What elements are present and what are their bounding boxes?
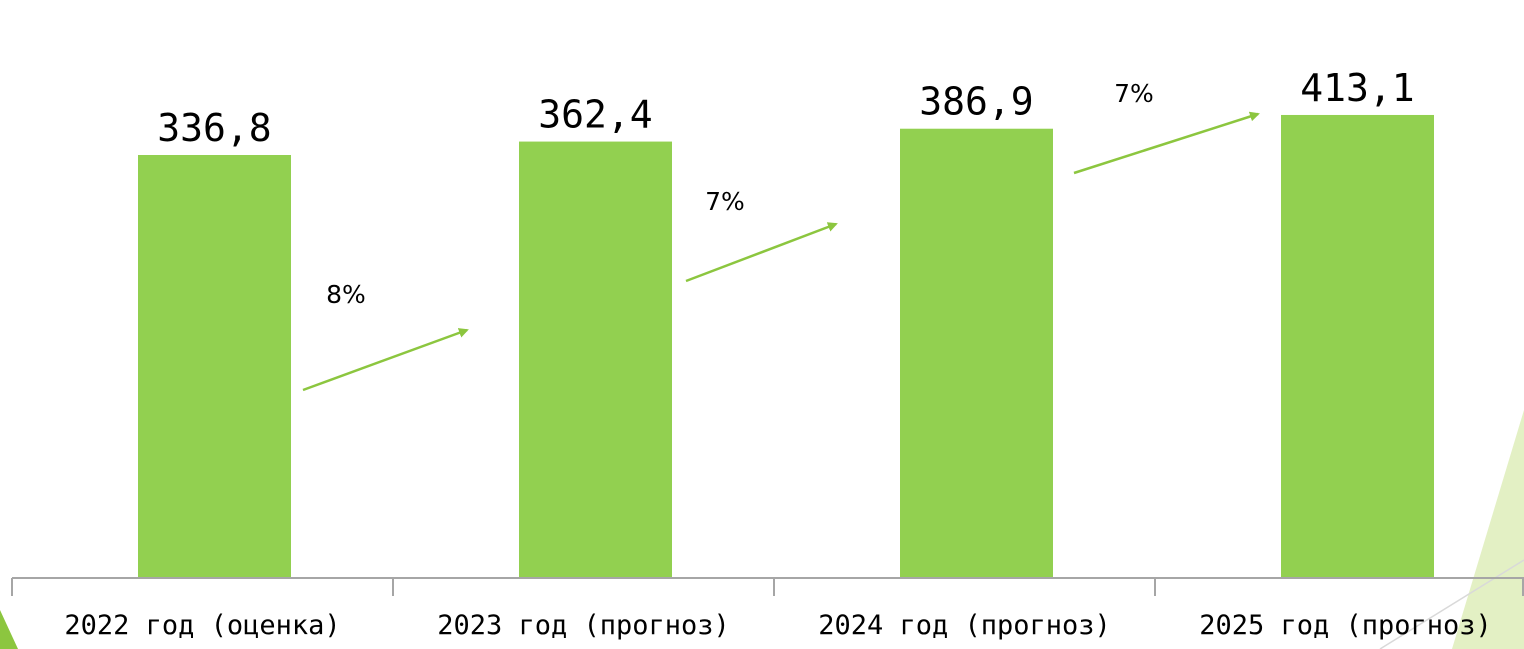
category-label-1: 2022 год (оценка)	[64, 610, 340, 641]
growth-arrow-3	[1073, 111, 1260, 175]
growth-arrow-2	[685, 222, 838, 283]
bar-1	[138, 155, 291, 578]
growth-label-3: 7%	[1114, 79, 1154, 108]
bar-value-label-2: 362,4	[538, 93, 652, 137]
bar-3	[900, 128, 1053, 578]
category-label-3: 2024 год (прогноз)	[818, 610, 1111, 641]
growth-label-2: 7%	[705, 187, 745, 216]
bar-value-label-4: 413,1	[1300, 66, 1414, 110]
growth-arrow-1	[302, 328, 469, 392]
bar-4	[1281, 114, 1434, 578]
growth-label-1: 8%	[326, 280, 366, 309]
bar-2	[519, 141, 672, 578]
category-label-4: 2025 год (прогноз)	[1199, 610, 1492, 641]
category-label-2: 2023 год (прогноз)	[437, 610, 730, 641]
bar-value-label-3: 386,9	[919, 80, 1033, 124]
bar-value-label-1: 336,8	[157, 106, 271, 150]
